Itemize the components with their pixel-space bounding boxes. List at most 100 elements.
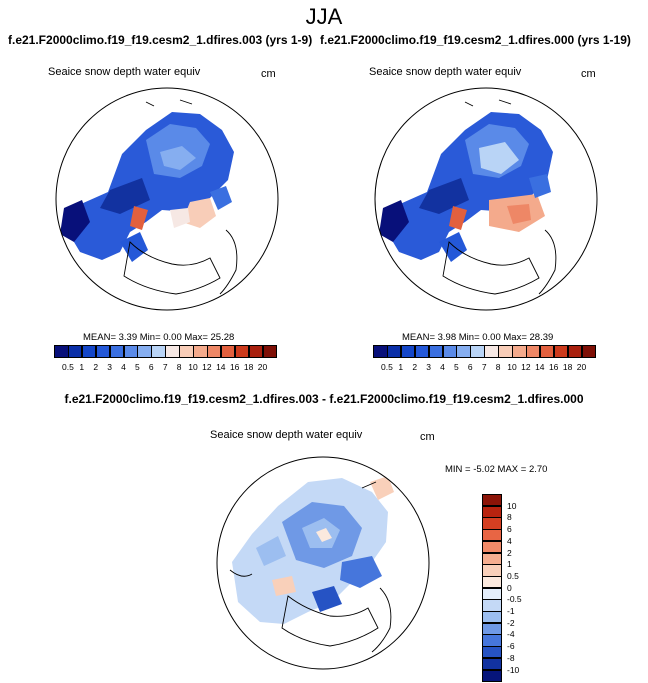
panel2-colorbar-label: 8 [495,362,501,372]
difference-colorbar-label: 4 [507,535,512,546]
panel1-colorbar-swatch [234,345,250,358]
panel2-colorbar-swatch [386,345,402,358]
panel1-map [55,87,279,311]
difference-colorbar-swatch [482,587,502,600]
panel1-colorbar-swatch [179,345,194,358]
difference-colorbar-label: -2 [507,617,515,628]
panel1-colorbar-label: 14 [216,362,226,372]
panel2-colorbar-label: 6 [467,362,473,372]
difference-colorbar-swatch [482,599,502,612]
difference-colorbar-label: 8 [507,512,512,523]
panel1-colorbar-swatch [137,345,152,358]
panel2-colorbar-swatch [498,345,513,358]
left-case-title: f.e21.F2000climo.f19_f19.cesm2_1.dfires.… [8,33,313,47]
panel1-colorbar-label: 1 [79,362,85,372]
panel2-colorbar-label: 4 [440,362,445,372]
panel2-colorbar-label: 10 [507,362,517,372]
panel2-colorbar [373,345,597,358]
panel2-colorbar-label: 12 [521,362,531,372]
panel2-colorbar-swatch [539,345,555,358]
panel2-variable: Seaice snow depth water equiv [369,66,522,78]
difference-colorbar-swatch [482,564,502,577]
right-case-title: f.e21.F2000climo.f19_f19.cesm2_1.dfires.… [320,33,631,47]
panel2-colorbar-swatch [456,345,471,358]
difference-colorbar-label: -0.5 [507,594,522,605]
panel2-colorbar-label: 2 [412,362,418,372]
difference-colorbar-label: -4 [507,629,515,640]
difference-colorbar-swatch [482,517,502,530]
panel1-colorbar-label: 2 [93,362,99,372]
difference-colorbar-swatch [482,657,502,671]
panel1-colorbar-swatch [151,345,166,358]
panel2-colorbar-label: 3 [426,362,431,372]
panel1-colorbar-label: 20 [257,362,268,372]
panel2-colorbar-swatch [567,345,583,358]
difference-colorbar-label: -1 [507,606,515,616]
difference-colorbar-label: 10 [507,500,517,511]
difference-colorbar-label: 0.5 [507,570,519,581]
panel1-colorbar-swatch [123,345,139,358]
panel1-colorbar-swatch [54,345,69,358]
panel1-colorbar-label: 10 [188,362,198,372]
panel2-colorbar-swatch [428,345,444,358]
panel1-colorbar-swatch [165,345,180,358]
difference-colorbar-swatch [482,575,502,589]
difference-colorbar-swatch [482,494,502,507]
panel2-colorbar-label: 5 [454,362,459,372]
panel1-colorbar-swatch [193,345,208,358]
panel2-colorbar-label: 0.5 [380,362,393,372]
difference-colorbar-label: -6 [507,641,515,652]
panel2-colorbar-label: 7 [481,362,487,372]
panel1-colorbar-label: 16 [229,362,240,372]
panel2-colorbar-swatch [414,345,430,358]
panel1-stats: MEAN= 3.39 Min= 0.00 Max= 25.28 [83,332,235,343]
panel2-colorbar-swatch [512,345,527,358]
difference-colorbar-swatch [482,505,502,518]
panel1-colorbar-swatch [95,345,111,358]
panel1-colorbar-label: 5 [135,362,140,372]
panel2-colorbar-label: 16 [548,362,559,372]
panel2-colorbar-swatch [400,345,416,358]
difference-colorbar-label: -8 [507,652,515,663]
difference-colorbar-swatch [482,669,502,682]
panel1-colorbar [54,345,278,358]
panel2-map [374,87,598,311]
difference-title: f.e21.F2000climo.f19_f19.cesm2_1.dfires.… [64,392,584,406]
difference-colorbar [482,494,502,682]
difference-colorbar-swatch [482,529,502,542]
difference-colorbar-swatch [482,622,502,636]
panel1-colorbar-swatch [109,345,125,358]
panel1-colorbar-label: 18 [243,362,254,372]
panel1-colorbar-swatch [262,345,278,358]
difference-colorbar-swatch [482,634,502,647]
panel2-colorbar-swatch [484,345,499,358]
season-title: JJA [305,4,343,29]
difference-colorbar-swatch [482,611,502,624]
panel3-map [216,456,430,670]
panel1-colorbar-swatch [206,345,222,358]
panel1-colorbar-label: 0.5 [61,362,74,372]
panel2-colorbar-swatch [373,345,388,358]
difference-colorbar-label: -10 [507,664,520,675]
panel2-colorbar-label: 1 [398,362,404,372]
panel2-colorbar-label: 14 [535,362,545,372]
panel3-stats: MIN = -5.02 MAX = 2.70 [445,464,548,475]
panel1-colorbar-label: 8 [176,362,182,372]
difference-colorbar-label: 0 [507,582,512,593]
panel1-colorbar-swatch [81,345,97,358]
difference-colorbar-label: 1 [507,559,512,570]
panel1-colorbar-label: 4 [121,362,126,372]
panel1-colorbar-label: 12 [202,362,212,372]
difference-colorbar-label: 6 [507,524,512,535]
panel2-colorbar-swatch [470,345,485,358]
panel2-colorbar-label: 20 [576,362,587,372]
difference-colorbar-swatch [482,646,502,659]
panel1-colorbar-label: 6 [148,362,154,372]
difference-colorbar-swatch [482,540,502,554]
difference-colorbar-swatch [482,552,502,565]
panel1-variable: Seaice snow depth water equiv [48,66,201,78]
difference-colorbar-label: 2 [507,547,512,558]
panel1-colorbar-swatch [248,345,264,358]
panel2-stats: MEAN= 3.98 Min= 0.00 Max= 28.39 [402,332,554,343]
panel2-units: cm [581,68,596,80]
